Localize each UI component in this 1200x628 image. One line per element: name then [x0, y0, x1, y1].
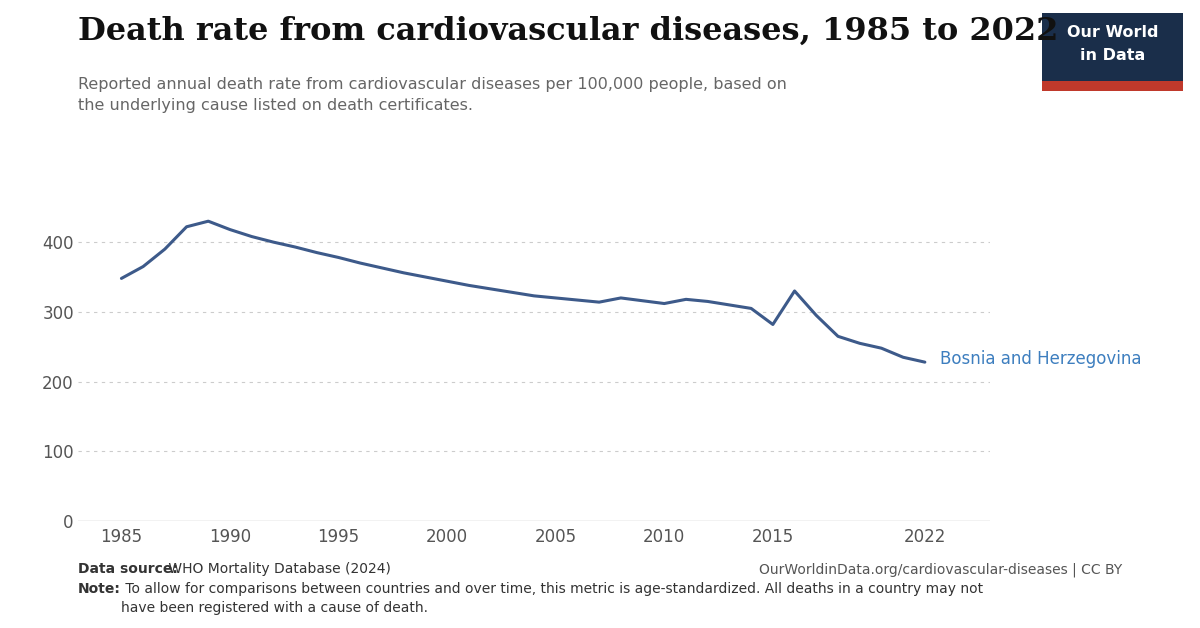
- Text: OurWorldinData.org/cardiovascular-diseases | CC BY: OurWorldinData.org/cardiovascular-diseas…: [758, 562, 1122, 577]
- Text: Reported annual death rate from cardiovascular diseases per 100,000 people, base: Reported annual death rate from cardiova…: [78, 77, 787, 112]
- Text: WHO Mortality Database (2024): WHO Mortality Database (2024): [164, 562, 391, 576]
- Text: Note:: Note:: [78, 582, 121, 596]
- FancyBboxPatch shape: [1042, 13, 1183, 91]
- Text: To allow for comparisons between countries and over time, this metric is age-sta: To allow for comparisons between countri…: [121, 582, 983, 615]
- Text: Data source:: Data source:: [78, 562, 178, 576]
- Text: Death rate from cardiovascular diseases, 1985 to 2022: Death rate from cardiovascular diseases,…: [78, 16, 1058, 46]
- Text: Bosnia and Herzegovina: Bosnia and Herzegovina: [940, 350, 1141, 369]
- Text: Our World: Our World: [1067, 24, 1158, 40]
- Text: in Data: in Data: [1080, 48, 1145, 63]
- FancyBboxPatch shape: [1042, 81, 1183, 91]
